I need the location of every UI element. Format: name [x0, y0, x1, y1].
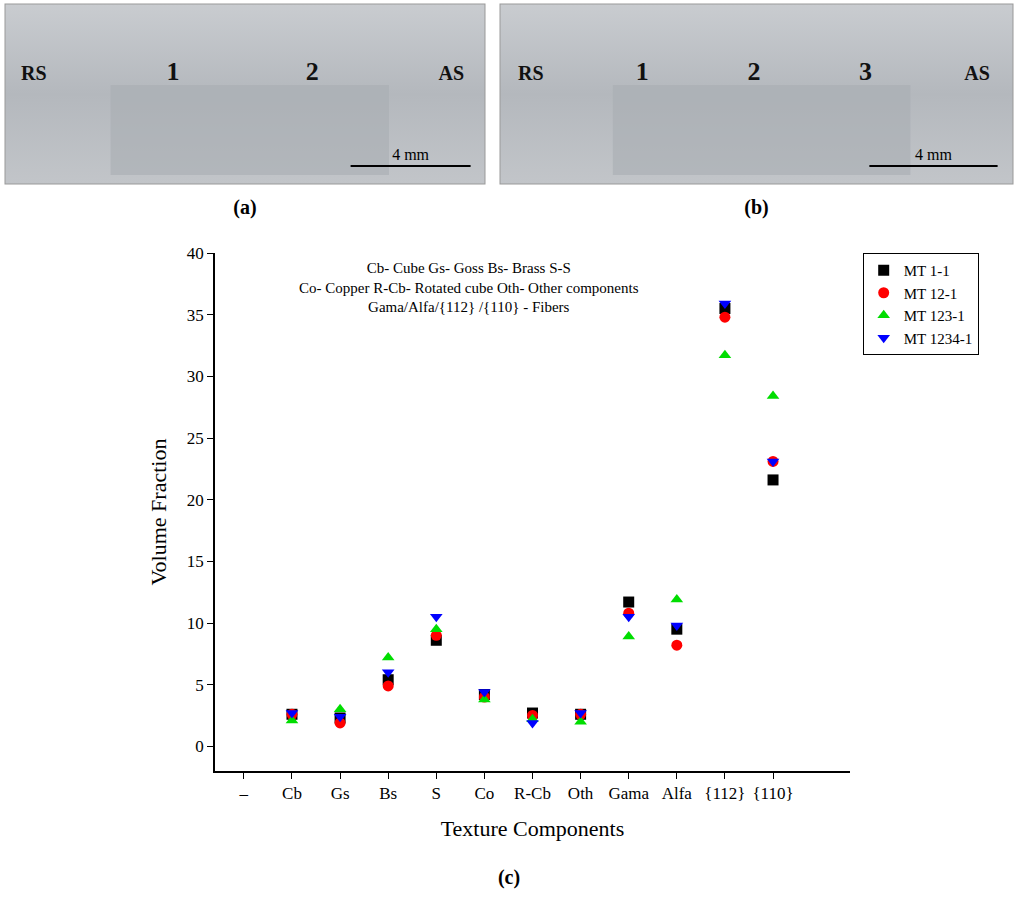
- svg-text:4 mm: 4 mm: [915, 146, 952, 163]
- svg-text:AS: AS: [439, 62, 465, 84]
- svg-text:30: 30: [187, 367, 204, 386]
- svg-text:35: 35: [187, 306, 204, 325]
- svg-text:(a): (a): [233, 196, 256, 219]
- svg-text:RS: RS: [21, 62, 47, 84]
- svg-text:Oth: Oth: [568, 784, 594, 803]
- svg-text:40: 40: [187, 244, 204, 263]
- svg-text:25: 25: [187, 429, 204, 448]
- svg-text:{110}: {110}: [752, 784, 793, 803]
- svg-text:1: 1: [167, 57, 180, 86]
- svg-text:2: 2: [747, 57, 760, 86]
- svg-text:S: S: [432, 784, 441, 803]
- svg-text:Bs: Bs: [379, 784, 397, 803]
- svg-text:MT 123-1: MT 123-1: [904, 308, 965, 324]
- svg-text:15: 15: [187, 552, 204, 571]
- svg-text:Co: Co: [474, 784, 494, 803]
- svg-text:{112}: {112}: [704, 784, 745, 803]
- svg-text:(b): (b): [744, 196, 768, 219]
- svg-text:5: 5: [195, 676, 204, 695]
- svg-text:R-Cb: R-Cb: [514, 784, 551, 803]
- svg-text:Gama: Gama: [608, 784, 649, 803]
- svg-text:AS: AS: [964, 62, 990, 84]
- svg-text:10: 10: [187, 614, 204, 633]
- svg-text:–: –: [239, 784, 249, 803]
- svg-text:Cb: Cb: [282, 784, 302, 803]
- svg-text:Cb- Cube Gs- Goss Bs- Brass S-: Cb- Cube Gs- Goss Bs- Brass S-SCo- Coppe…: [299, 260, 639, 315]
- svg-text:0: 0: [195, 737, 204, 756]
- svg-text:MT 12-1: MT 12-1: [904, 286, 957, 302]
- svg-text:RS: RS: [518, 62, 544, 84]
- svg-text:Alfa: Alfa: [662, 784, 693, 803]
- svg-text:Texture Components: Texture Components: [441, 816, 625, 841]
- svg-text:20: 20: [187, 491, 204, 510]
- svg-text:1: 1: [636, 57, 649, 86]
- svg-text:3: 3: [859, 57, 872, 86]
- svg-text:MT 1-1: MT 1-1: [904, 263, 950, 279]
- svg-text:4 mm: 4 mm: [392, 146, 429, 163]
- svg-text:Gs: Gs: [331, 784, 350, 803]
- svg-text:MT 1234-1: MT 1234-1: [904, 331, 972, 347]
- svg-text:Volume Fraction: Volume Fraction: [146, 439, 171, 586]
- svg-text:2: 2: [306, 57, 319, 86]
- html-text:(c): (c): [497, 866, 521, 888]
